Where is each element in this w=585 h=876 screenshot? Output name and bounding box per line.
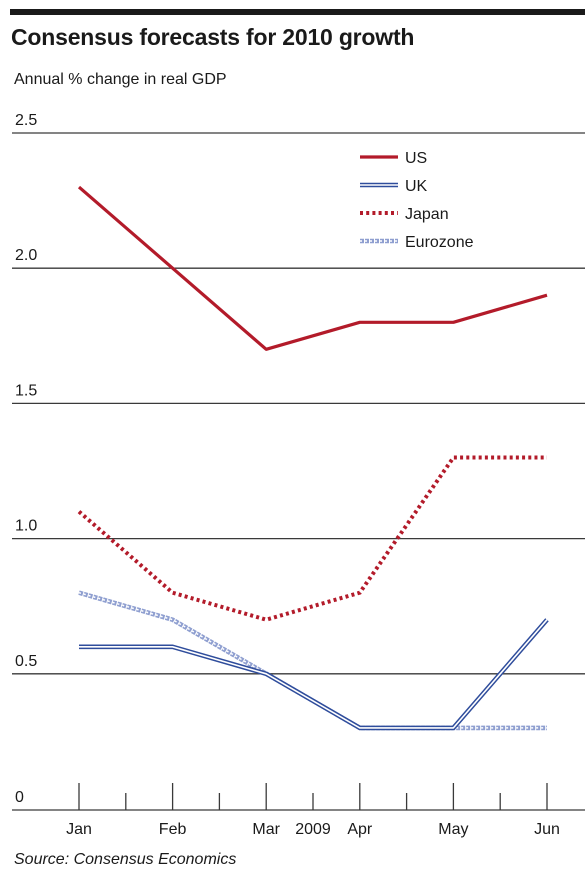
legend: US UK Japan Eurozone (360, 150, 474, 251)
y-tick-label: 1.0 (15, 518, 37, 535)
series-japan (77, 455, 547, 622)
chart-title: Consensus forecasts for 2010 growth (11, 24, 415, 50)
y-tick-label: 1.5 (15, 382, 37, 399)
series-us-path (77, 185, 548, 351)
x-tick-label: Apr (347, 821, 373, 838)
series-eurozone-path-outer (78, 590, 547, 731)
y-tick-label: 0 (15, 789, 24, 806)
gridlines (12, 132, 585, 675)
series-japan-path (77, 455, 547, 622)
source-note: Source: Consensus Economics (14, 851, 237, 868)
x-tick-label: Feb (159, 821, 187, 838)
top-rule (10, 9, 585, 15)
series-uk-path-inner (79, 619, 548, 729)
y-tick-label: 2.0 (15, 247, 37, 264)
y-tick-labels: 0 0.5 1.0 1.5 2.0 2.5 (15, 112, 37, 806)
legend-uk-label: UK (405, 178, 428, 195)
x-tick-label: Mar (252, 821, 280, 838)
x-tick-label: Jun (534, 821, 560, 838)
legend-us-label: US (405, 150, 427, 167)
legend-eurozone-label: Eurozone (405, 234, 474, 251)
series-eurozone (78, 590, 547, 731)
x-tick-label: May (438, 821, 468, 838)
y-tick-label: 2.5 (15, 112, 37, 129)
chart-subtitle: Annual % change in real GDP (14, 71, 227, 88)
y-tick-label: 0.5 (15, 653, 37, 670)
series-eurozone-path-inner (78, 591, 547, 729)
series-lines (77, 185, 549, 731)
x-tick-label: Jan (66, 821, 92, 838)
legend-japan-label: Japan (405, 206, 449, 223)
x-axis: Jan Feb Mar Apr May Jun 2009 (12, 783, 585, 838)
series-uk (79, 618, 549, 731)
x-axis-year-label: 2009 (295, 821, 331, 838)
series-us (77, 185, 548, 351)
